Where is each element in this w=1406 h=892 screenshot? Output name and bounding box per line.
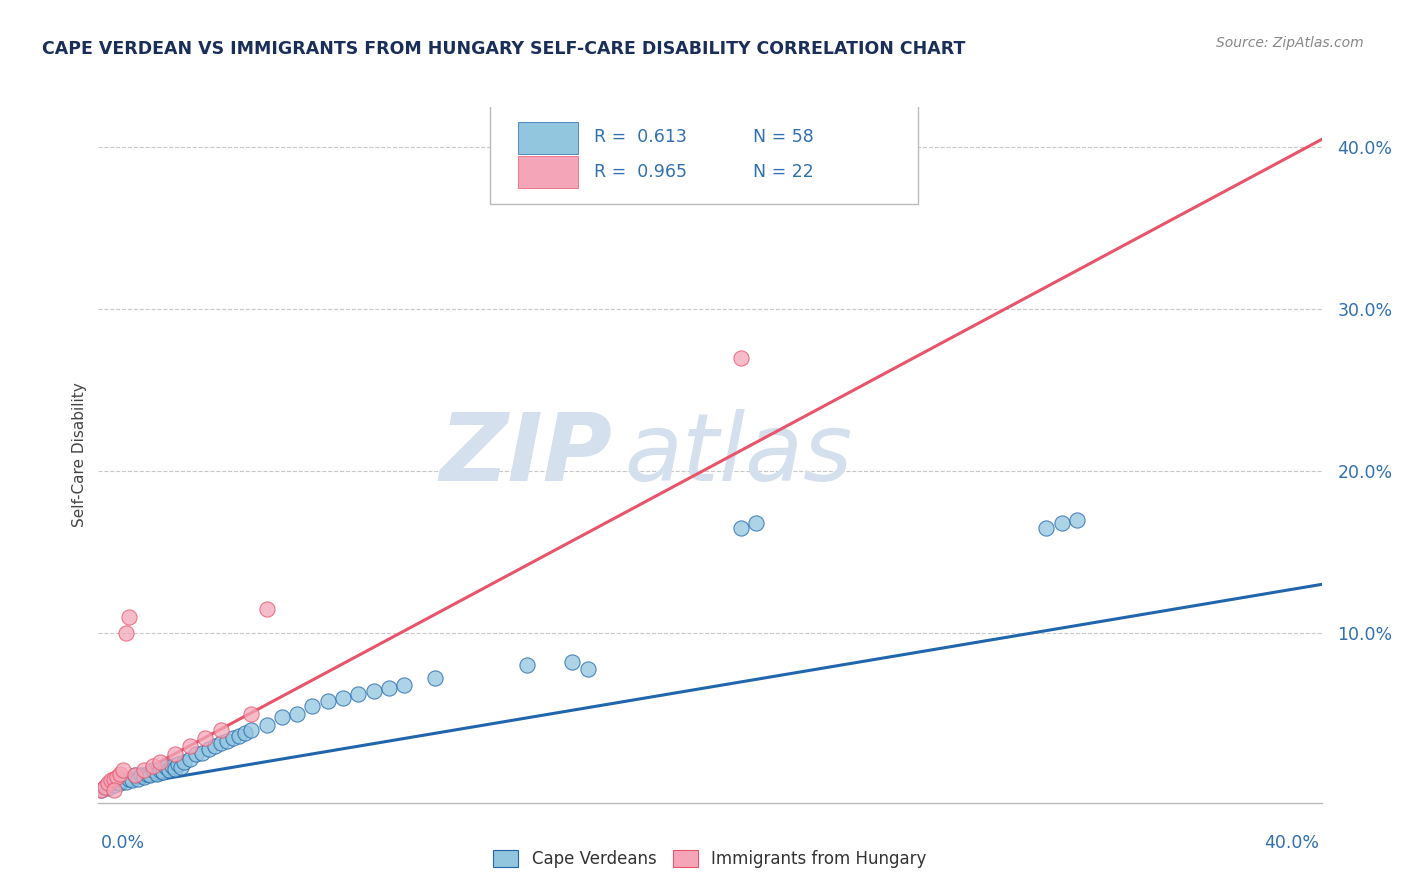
- Point: [179, 739, 201, 754]
- Point: [149, 764, 172, 778]
- Point: [93, 780, 115, 794]
- Point: [423, 671, 446, 685]
- Point: [745, 516, 768, 530]
- Point: [730, 351, 752, 365]
- Point: [93, 780, 115, 794]
- Point: [1066, 513, 1088, 527]
- Point: [363, 684, 385, 698]
- Point: [215, 734, 238, 748]
- Y-axis label: Self-Care Disability: Self-Care Disability: [72, 383, 87, 527]
- Point: [163, 747, 186, 762]
- Point: [103, 772, 125, 786]
- FancyBboxPatch shape: [517, 156, 578, 188]
- Text: Source: ZipAtlas.com: Source: ZipAtlas.com: [1216, 36, 1364, 50]
- Point: [108, 766, 131, 780]
- Point: [111, 773, 134, 788]
- FancyBboxPatch shape: [489, 100, 918, 204]
- Text: atlas: atlas: [624, 409, 852, 500]
- Point: [1035, 521, 1057, 535]
- Point: [197, 742, 219, 756]
- Point: [209, 736, 232, 750]
- Point: [1050, 516, 1073, 530]
- Point: [240, 706, 263, 721]
- Point: [378, 681, 401, 695]
- Legend: Cape Verdeans, Immigrants from Hungary: Cape Verdeans, Immigrants from Hungary: [486, 843, 934, 874]
- Point: [118, 609, 141, 624]
- Point: [194, 731, 217, 745]
- Point: [332, 690, 354, 705]
- Text: N = 58: N = 58: [752, 128, 814, 146]
- Point: [145, 766, 167, 780]
- Text: CAPE VERDEAN VS IMMIGRANTS FROM HUNGARY SELF-CARE DISABILITY CORRELATION CHART: CAPE VERDEAN VS IMMIGRANTS FROM HUNGARY …: [42, 40, 966, 58]
- Text: R =  0.613: R = 0.613: [593, 128, 686, 146]
- Point: [167, 756, 190, 771]
- Text: N = 22: N = 22: [752, 162, 814, 181]
- Point: [155, 760, 177, 774]
- Point: [142, 764, 165, 778]
- Point: [121, 773, 143, 788]
- Point: [561, 655, 583, 669]
- Point: [139, 768, 162, 782]
- Point: [134, 764, 156, 778]
- Point: [160, 758, 183, 772]
- Point: [179, 752, 201, 766]
- Point: [163, 762, 186, 776]
- FancyBboxPatch shape: [517, 121, 578, 153]
- Point: [136, 766, 159, 780]
- Point: [285, 706, 308, 721]
- Point: [111, 764, 134, 778]
- Point: [124, 768, 146, 782]
- Point: [105, 770, 128, 784]
- Point: [316, 694, 339, 708]
- Point: [228, 730, 250, 744]
- Point: [204, 739, 226, 754]
- Point: [301, 698, 323, 713]
- Point: [157, 764, 180, 778]
- Point: [191, 746, 214, 760]
- Point: [115, 626, 138, 640]
- Point: [209, 723, 232, 737]
- Point: [173, 756, 195, 770]
- Point: [149, 756, 172, 770]
- Point: [103, 778, 125, 792]
- Point: [256, 601, 278, 615]
- Point: [115, 774, 138, 789]
- Point: [97, 776, 120, 790]
- Point: [347, 687, 370, 701]
- Point: [186, 747, 208, 762]
- Point: [222, 731, 245, 745]
- Text: R =  0.965: R = 0.965: [593, 162, 686, 181]
- Text: ZIP: ZIP: [439, 409, 612, 501]
- Point: [152, 765, 174, 780]
- Point: [392, 678, 416, 692]
- Text: 0.0%: 0.0%: [101, 834, 145, 852]
- Point: [129, 768, 152, 782]
- Point: [142, 758, 165, 772]
- Point: [108, 776, 131, 790]
- Point: [270, 710, 292, 724]
- Point: [576, 661, 599, 675]
- Point: [105, 774, 128, 789]
- Point: [103, 782, 125, 797]
- Point: [90, 782, 112, 797]
- Point: [730, 521, 752, 535]
- Point: [170, 760, 193, 774]
- Point: [134, 770, 156, 784]
- Point: [127, 772, 149, 786]
- Point: [97, 781, 120, 796]
- Point: [90, 782, 112, 797]
- Point: [256, 718, 278, 732]
- Point: [100, 773, 122, 788]
- Point: [516, 658, 538, 673]
- Text: 40.0%: 40.0%: [1264, 834, 1319, 852]
- Point: [233, 726, 256, 740]
- Point: [240, 723, 263, 737]
- Point: [100, 776, 122, 790]
- Point: [118, 772, 141, 786]
- Point: [124, 768, 146, 782]
